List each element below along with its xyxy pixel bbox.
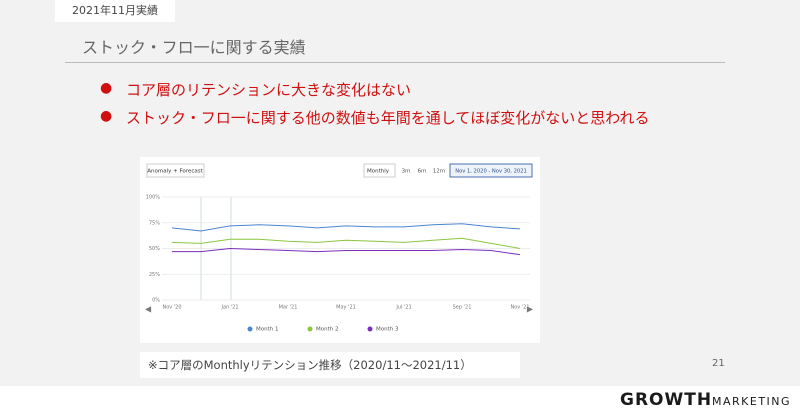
scroll-left[interactable]: ◀ <box>145 305 152 314</box>
x-tick-label: Nov '21 <box>510 305 529 311</box>
y-tick-label: 75% <box>149 220 160 226</box>
x-tick-label: Jan '21 <box>220 305 238 311</box>
title-rule <box>65 62 725 63</box>
y-tick-label: 25% <box>149 272 160 278</box>
logo-brand: GROWTH <box>620 390 713 410</box>
x-tick-label: Mar '21 <box>279 305 298 311</box>
x-tick-label: Jul '21 <box>395 305 411 311</box>
series-line <box>171 237 521 249</box>
date-label: Nov 1, 2020 - Nov 30, 2021 <box>455 169 527 175</box>
tag: 2021年11月実績 <box>55 0 175 22</box>
series-line <box>171 223 521 232</box>
legend-label: Month 3 <box>376 327 399 333</box>
bullet-dot: ● <box>100 80 113 96</box>
period-button[interactable] <box>363 163 396 178</box>
date-button[interactable] <box>449 163 533 178</box>
mode-label: Anomaly + Forecast <box>147 169 203 175</box>
range-button[interactable]: 3m <box>402 169 411 175</box>
title: ストック・フロ一に関する実績 <box>82 38 306 57</box>
legend-label: Month 2 <box>316 327 339 333</box>
legend-swatch <box>307 326 313 332</box>
chart: Anomaly + Forecast Monthly 3m 6m 12m Nov… <box>140 157 540 343</box>
legend-swatch <box>247 326 253 332</box>
y-tick-label: 50% <box>149 246 160 252</box>
bullet: ストック・フロ一に関する他の数値も年間を通してほぼ変化がないと思われる <box>126 109 650 127</box>
mode-button[interactable] <box>146 163 205 178</box>
bullet-dot: ● <box>100 108 113 124</box>
y-tick-label: 0% <box>152 298 160 304</box>
x-tick-label: Nov '20 <box>162 305 181 311</box>
range-button[interactable]: 12m <box>433 169 445 175</box>
scroll-right[interactable]: ▶ <box>527 305 534 314</box>
legend-swatch <box>367 326 373 332</box>
legend-label: Month 1 <box>256 327 279 333</box>
y-tick-label: 100% <box>146 195 161 201</box>
period-label: Monthly <box>367 169 390 175</box>
logo-sub: MARKETING <box>712 395 792 408</box>
x-tick-label: May '21 <box>336 305 356 311</box>
range-button[interactable]: 6m <box>418 169 427 175</box>
caption: ※コア層のMonthlyリテンション推移（2020/11～2021/11） <box>140 352 520 378</box>
page-number: 21 <box>712 358 725 369</box>
x-tick-label: Sep '21 <box>453 305 472 311</box>
series-line <box>172 247 521 256</box>
bullet: コア層のリテンションに大きな変化はない <box>126 81 412 99</box>
